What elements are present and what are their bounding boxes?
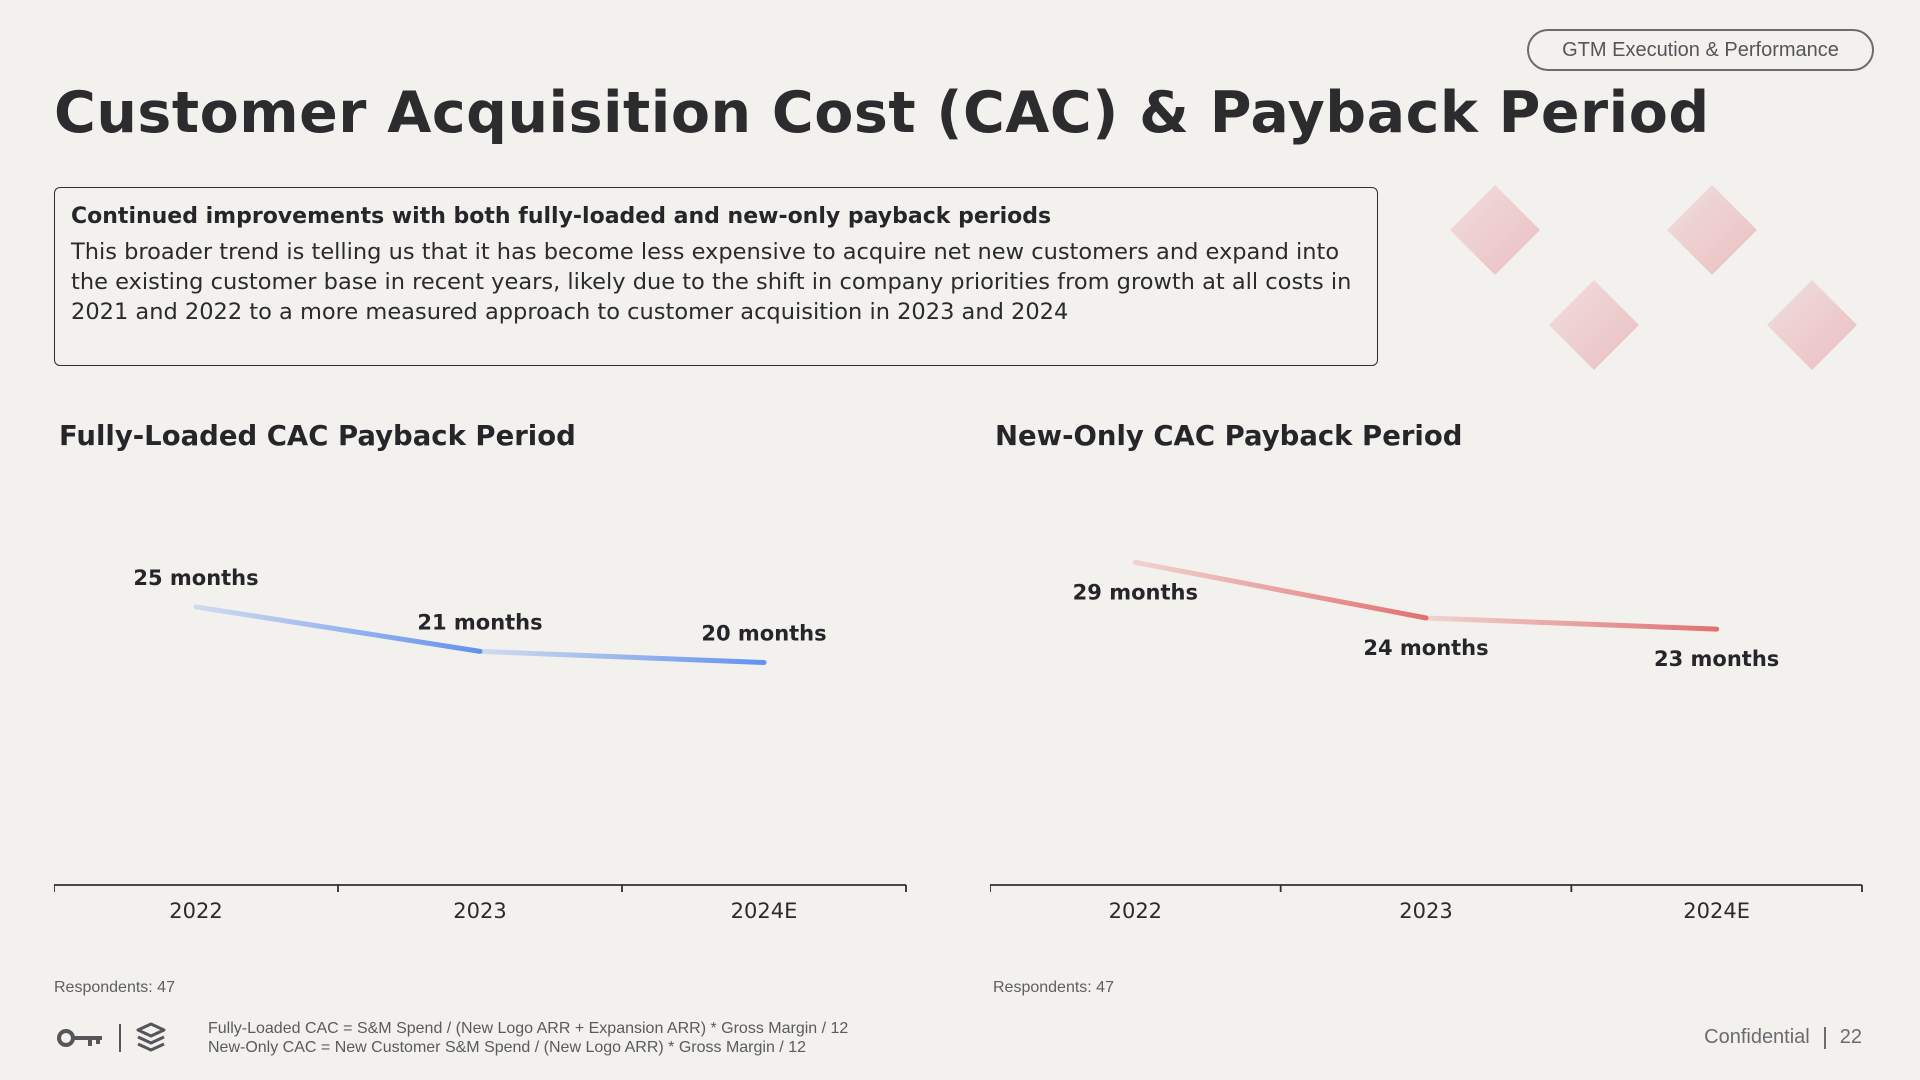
section-pill: GTM Execution & Performance (1527, 29, 1874, 71)
series-line-segment (1132, 559, 1429, 621)
new-only-plot: 2022 2023 2024E 29 months 24 months 23 months (990, 559, 1863, 923)
summary-callout: Continued improvements with both fully-l… (54, 187, 1378, 366)
new-only-payback-chart: New-Only CAC Payback Period 2022 2023 2024… (990, 420, 1870, 940)
respondents-note-left: Respondents: 47 (54, 979, 175, 996)
x-tick-label: 2023 (1399, 899, 1452, 923)
formula-footnotes: Fully-Loaded CAC = S&M Spend / (New Logo… (208, 1019, 848, 1057)
fully-loaded-payback-chart: Fully-Loaded CAC Payback Period 2022 2023… (54, 420, 934, 940)
diamond-shape (1549, 280, 1639, 370)
formula-new-only: New-Only CAC = New Customer S&M Spend / … (208, 1039, 806, 1056)
fully-loaded-plot: 2022 2023 2024E 25 months 21 months 20 months (54, 566, 907, 923)
data-label: 24 months (1363, 636, 1488, 660)
data-label: 23 months (1654, 647, 1779, 671)
series-line-segment (477, 648, 767, 665)
footer-separator (1823, 1026, 1826, 1049)
x-tick-label: 2022 (169, 899, 222, 923)
data-label: 21 months (417, 610, 542, 634)
page-number: 22 (1839, 1026, 1862, 1048)
data-label: 29 months (1073, 580, 1198, 604)
chart-title: New-Only CAC Payback Period (995, 420, 1463, 452)
data-label: 20 months (701, 622, 826, 646)
callout-heading: Continued improvements with both fully-l… (71, 204, 1052, 229)
callout-body: This broader trend is telling us that it… (71, 239, 1352, 325)
footer-logos (57, 1022, 166, 1052)
respondents-note-right: Respondents: 47 (993, 979, 1114, 996)
confidential-label: Confidential (1704, 1026, 1810, 1048)
diamond-shape (1450, 185, 1540, 275)
x-tick-label: 2022 (1109, 899, 1162, 923)
diamond-shape (1667, 185, 1757, 275)
x-tick-label: 2024E (731, 899, 798, 923)
chart-title: Fully-Loaded CAC Payback Period (59, 420, 576, 452)
diamond-shape (1767, 280, 1857, 370)
x-tick-label: 2023 (453, 899, 506, 923)
decorative-diamonds (1450, 185, 1857, 370)
stack-logo-icon (136, 1022, 166, 1052)
series-line-segment (1423, 615, 1720, 632)
x-tick-label: 2024E (1683, 899, 1750, 923)
footer-confidential: Confidential 22 (1704, 1026, 1862, 1049)
formula-fully-loaded: Fully-Loaded CAC = S&M Spend / (New Logo… (208, 1020, 849, 1037)
key-icon (57, 1029, 102, 1047)
data-label: 25 months (133, 566, 258, 590)
series-line-segment (193, 604, 483, 654)
page-title: Customer Acquisition Cost (CAC) & Paybac… (54, 80, 1710, 146)
